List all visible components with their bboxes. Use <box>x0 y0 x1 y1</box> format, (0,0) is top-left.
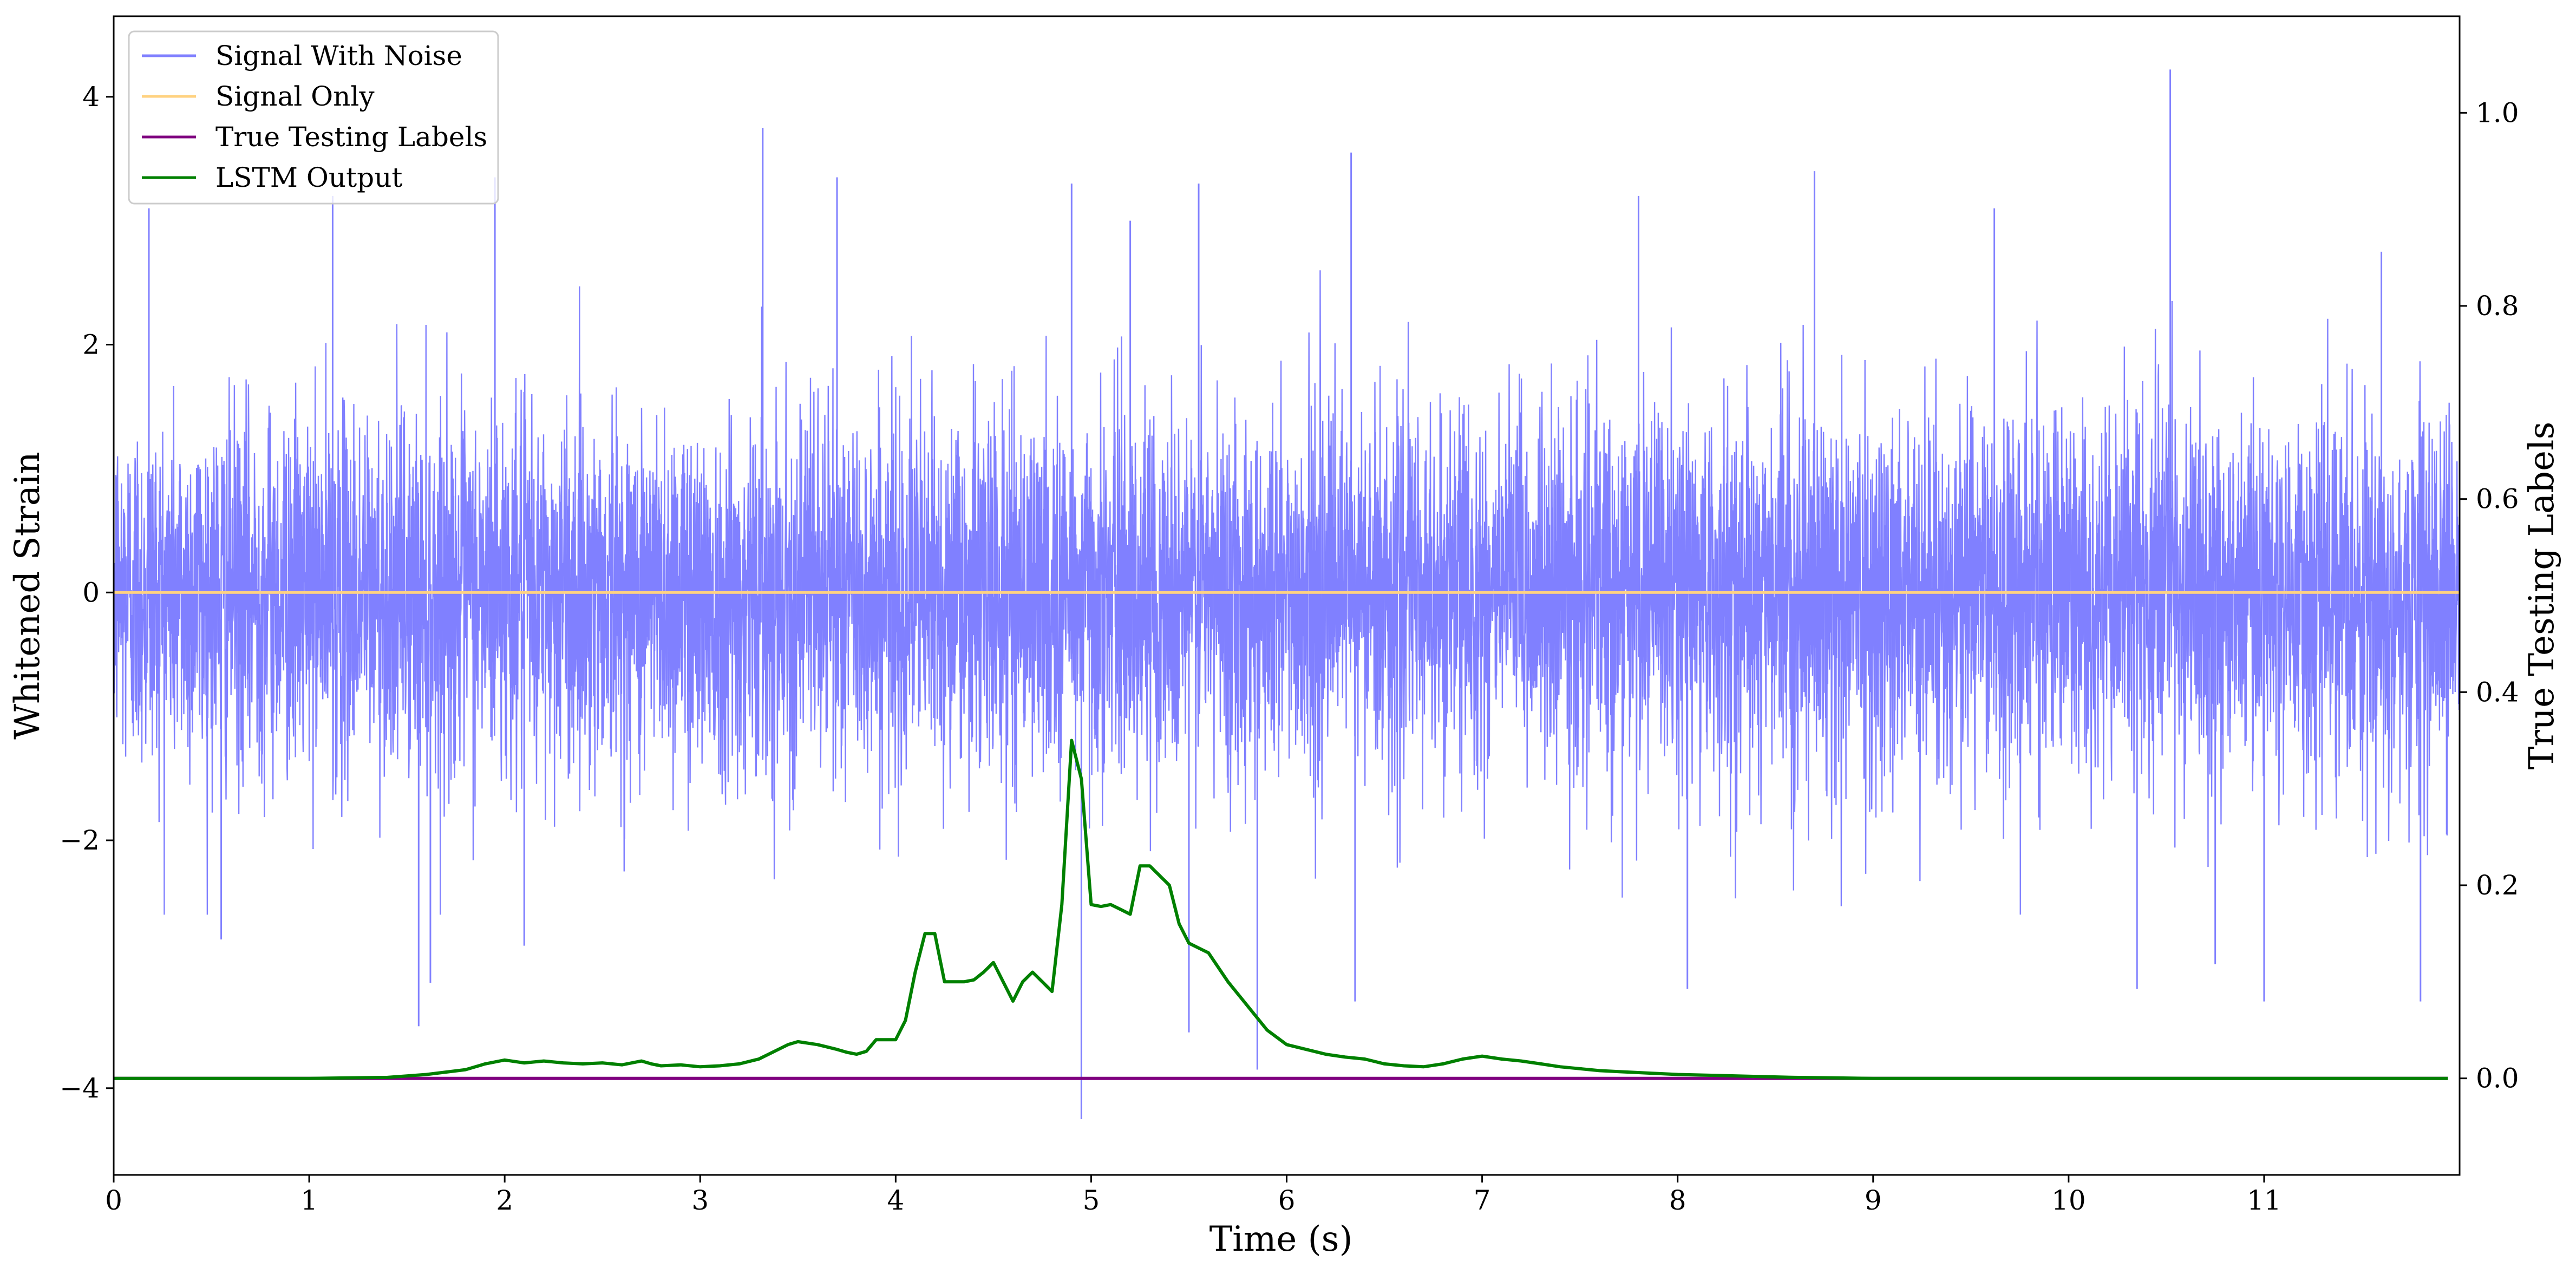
legend-label: True Testing Labels <box>215 121 487 153</box>
y-left-tick-label: 0 <box>82 577 100 608</box>
x-tick-label: 4 <box>887 1185 904 1216</box>
y-axis-label-right: True Testing Labels <box>2522 422 2562 770</box>
y-left-tick-label: 4 <box>82 81 100 113</box>
legend-frame <box>128 30 499 205</box>
y-right-tick-label: 0.6 <box>2476 484 2519 515</box>
y-left-tick-label: −2 <box>60 825 100 856</box>
y-axis-right: 1.0 0.8 0.6 0.4 0.2 0.0 <box>2460 97 2519 1094</box>
y-right-tick-label: 0.4 <box>2476 676 2519 708</box>
y-right-tick-label: 0.0 <box>2476 1063 2519 1094</box>
x-tick-label: 0 <box>105 1185 122 1216</box>
x-tick-label: 9 <box>1865 1185 1882 1216</box>
series-layer <box>114 69 2460 1120</box>
legend: Signal With Noise Signal Only True Testi… <box>128 30 499 205</box>
x-tick-label: 8 <box>1669 1185 1686 1216</box>
legend-label: Signal With Noise <box>215 40 462 71</box>
x-tick-label: 11 <box>2247 1185 2281 1216</box>
x-tick-label: 3 <box>691 1185 709 1216</box>
legend-item-true-testing-labels: True Testing Labels <box>142 121 487 153</box>
y-right-tick-label: 1.0 <box>2476 97 2519 128</box>
y-left-tick-label: 2 <box>82 329 100 361</box>
y-left-tick-label: −4 <box>60 1073 100 1104</box>
y-axis-label-left: Whitened Strain <box>8 452 48 739</box>
legend-item-lstm-output: LSTM Output <box>142 162 402 193</box>
x-tick-label: 6 <box>1278 1185 1296 1216</box>
x-axis-label: Time (s) <box>1209 1219 1353 1259</box>
y-axis-left: 4 2 0 −2 −4 <box>60 81 114 1104</box>
x-tick-label: 7 <box>1474 1185 1491 1216</box>
x-tick-label: 10 <box>2051 1185 2086 1216</box>
x-tick-label: 5 <box>1083 1185 1100 1216</box>
series-lstm-output <box>114 739 2448 1080</box>
series-signal-with-noise <box>114 270 2460 915</box>
legend-label: LSTM Output <box>215 162 402 193</box>
legend-item-signal-with-noise: Signal With Noise <box>142 40 462 71</box>
x-tick-label: 1 <box>300 1185 318 1216</box>
y-right-tick-label: 0.8 <box>2476 290 2519 322</box>
legend-item-signal-only: Signal Only <box>142 81 375 112</box>
x-tick-label: 2 <box>496 1185 513 1216</box>
y-right-tick-label: 0.2 <box>2476 870 2519 901</box>
x-axis: 0 1 2 3 4 5 6 7 8 9 10 11 <box>105 1175 2281 1216</box>
legend-label: Signal Only <box>215 81 375 112</box>
